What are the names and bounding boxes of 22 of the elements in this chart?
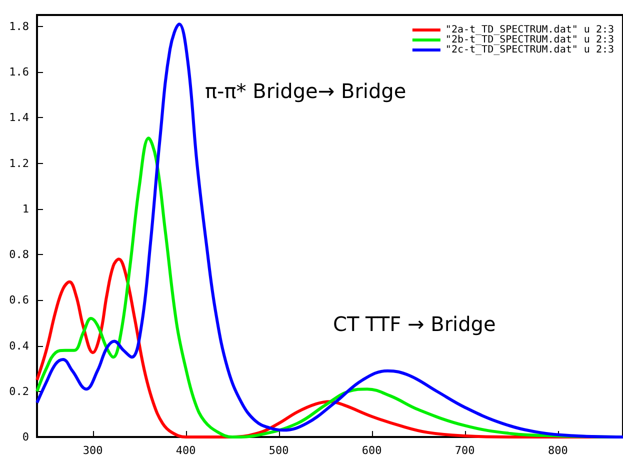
y-tick-label: 1.4 [9,111,30,124]
y-tick-label: 0.2 [9,384,29,398]
y-tick-label: 1.2 [9,156,29,170]
x-tick-label: 300 [82,444,103,457]
x-tick-label: 400 [176,444,196,457]
annotation: π-π* Bridge→ Bridge [205,79,406,103]
line-series [36,22,623,438]
legend-label: "2b-t_TD_SPECTRUM.dat" u 2:3 [445,34,614,46]
legend-label: "2a-t_TD_SPECTRUM.dat" u 2:3 [445,24,614,36]
x-tick-label: 500 [268,444,289,457]
y-tick-label: 0.8 [9,248,29,262]
x-tick-label: 700 [454,444,475,457]
x-tick-label: 800 [548,444,568,457]
annotation: CT TTF → Bridge [333,312,496,336]
y-tick-label: 0.4 [9,339,30,352]
y-tick-label: 1.6 [9,66,29,79]
legend-label: "2c-t_TD_SPECTRUM.dat" u 2:3 [445,44,614,56]
y-tick-label: 0 [22,430,29,444]
y-tick-label: 1.8 [9,20,29,33]
x-tick-label: 600 [362,444,382,457]
y-tick-label: 0.6 [9,294,29,307]
y-tick-label: 1 [22,202,29,216]
